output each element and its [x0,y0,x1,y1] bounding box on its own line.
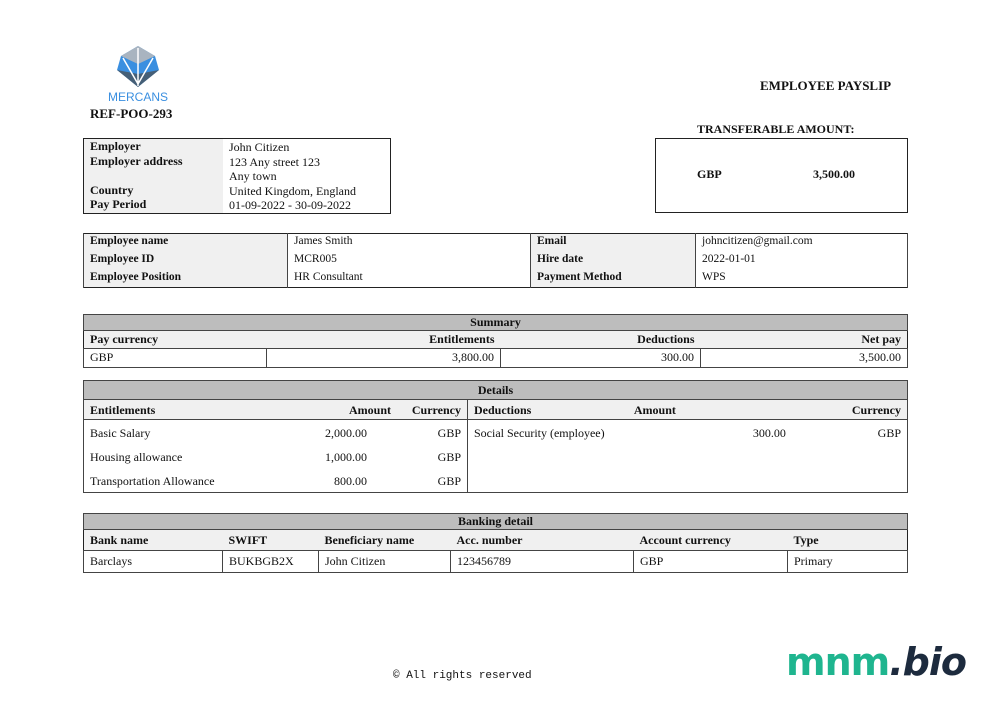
transferable-label: TRANSFERABLE AMOUNT: [697,122,855,136]
logo-mark-icon [117,46,159,87]
employer-value: 01-09-2022 - 30-09-2022 [229,198,351,213]
banking-table: Banking detail Bank name SWIFT Beneficiary… [83,513,908,573]
summary-header: Deductions [500,330,701,349]
banking-header: Type [787,529,908,551]
details-row: Housing allowance 1,000.00 GBP [84,444,467,468]
employee-l2: Hire date [530,251,696,270]
banking-header: Beneficiary name [318,529,451,551]
employer-label [90,168,223,183]
banking-title: Banking detail [83,513,908,530]
summary-header: Net pay [700,330,908,349]
details-cell: GBP [877,426,901,440]
employer-value: United Kingdom, England [229,183,356,198]
employer-box: Employer Employer address Country Pay Perio… [83,138,391,214]
details-cell: GBP [437,473,461,488]
summary-value: 3,500.00 [700,348,908,368]
details-cell: Housing allowance [90,449,183,464]
banking-value: GBP [633,550,788,573]
details-row: Basic Salary 2,000.00 GBP [84,420,467,444]
employer-value: John Citizen [229,140,290,154]
details-cell: Transportation Allowance [90,473,215,488]
banking-header: Bank name [83,529,223,551]
summary-value: 300.00 [500,348,701,368]
details-cell: Basic Salary [90,426,151,440]
employee-l1: Employee Position [83,269,288,288]
employer-label: Employer [90,139,141,153]
employee-l2: Email [530,233,696,252]
logo-text: MERCANS [107,90,168,104]
banking-header: Account currency [633,529,788,551]
details-cell: 2,000.00 [325,426,367,440]
transfer-currency: GBP [697,167,722,181]
details-row: Transportation Allowance 800.00 GBP [84,468,467,492]
details-header: Amount [274,400,397,420]
details-header: Currency [845,400,907,420]
page-title: EMPLOYEE PAYSLIP [760,78,892,93]
reference-number: REF-POO-293 [90,106,173,121]
banking-value: Primary [787,550,908,573]
employer-label: Pay Period [90,197,147,212]
details-header: Amount [627,400,846,420]
employee-v2: WPS [695,269,908,288]
employee-row: Employee Position HR Consultant Payment Me… [83,269,908,288]
details-header: Deductions [468,400,628,420]
employer-label: Country [90,182,134,197]
details-cell: 800.00 [334,473,367,488]
details-header: Entitlements [84,400,274,420]
employee-v2: johncitizen@gmail.com [695,233,908,252]
transfer-amount: 3,500.00 [813,167,855,181]
banking-header: SWIFT [222,529,319,551]
summary-title: Summary [83,314,908,331]
company-logo: MERCANS [98,44,178,106]
details-cell: GBP [437,449,461,464]
banking-value: BUKBGB2X [222,550,319,573]
details-cell: 1,000.00 [325,449,367,464]
details-title: Details [83,380,908,400]
summary-header: Entitlements [266,330,501,349]
footer-copyright: © All rights reserved [393,670,532,682]
summary-value: 3,800.00 [266,348,501,368]
details-cell: Social Security (employee) [474,426,605,440]
details-table: Details Entitlements Amount Currency Basic … [83,380,908,493]
employer-value: 123 Any street 123 [229,154,320,169]
details-cell: GBP [437,426,461,440]
banking-value: John Citizen [318,550,451,573]
employee-v1: MCR005 [287,251,531,270]
employee-row: Employee name James Smith Email johncitizen… [83,233,908,252]
employee-table: Employee name James Smith Email johncitizen… [83,233,908,288]
employee-v1: HR Consultant [287,269,531,288]
banking-value: Barclays [83,550,223,573]
details-cell: 300.00 [752,426,786,440]
summary-value: GBP [83,348,267,368]
details-row: Social Security (employee) 300.00 GBP [468,420,907,444]
employee-l1: Employee ID [83,251,288,270]
summary-table: Summary Pay currency Entitlements Deductio… [83,314,908,368]
employee-l2: Payment Method [530,269,696,288]
employee-v2: 2022-01-01 [695,251,908,270]
transferable-box: GBP 3,500.00 [655,138,908,213]
banking-header: Acc. number [450,529,634,551]
summary-header: Pay currency [83,330,267,349]
details-header: Currency [397,400,467,420]
employee-row: Employee ID MCR005 Hire date 2022-01-01 [83,251,908,270]
employer-value: Any town [229,169,277,184]
employer-label: Employer address [90,153,183,168]
watermark: mnm.bio [786,640,967,684]
banking-value: 123456789 [450,550,634,573]
employee-v1: James Smith [287,233,531,252]
employee-l1: Employee name [83,233,288,252]
